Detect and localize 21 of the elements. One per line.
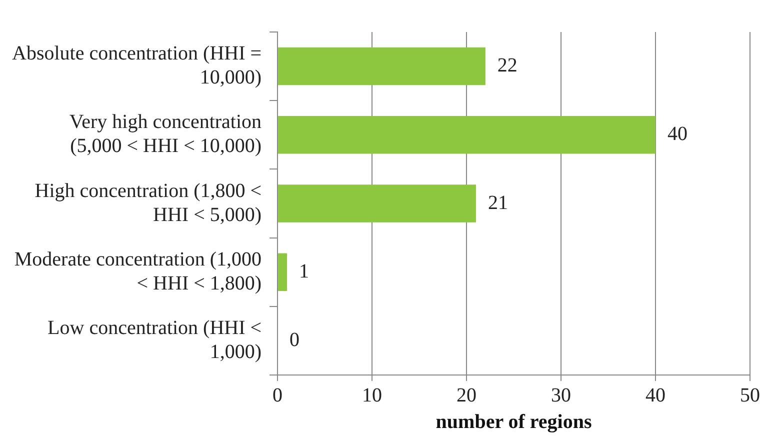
- bar: [278, 253, 287, 291]
- x-tick-label: 40: [646, 384, 666, 406]
- x-tick-label: 50: [740, 384, 760, 406]
- bar: [278, 184, 476, 222]
- data-label: 21: [488, 192, 508, 214]
- x-tick-label: 30: [551, 384, 572, 406]
- x-tick-label: 10: [362, 384, 382, 406]
- bar: [278, 47, 486, 86]
- y-tick-label: Absolute concentration (HHI = 10,000): [12, 42, 262, 89]
- x-tick-label: 20: [456, 384, 477, 406]
- y-tick-label: Moderate concentration (1,000 < HHI < 1,800): [14, 248, 262, 294]
- bar: [278, 116, 656, 154]
- x-axis-title: number of regions: [436, 411, 592, 434]
- y-tick-label: High concentration (1,800 < HHI < 5,000): [34, 180, 262, 226]
- data-label: 40: [668, 123, 688, 146]
- x-tick-label: 0: [272, 384, 283, 406]
- y-tick-label: Very high concentration (5,000 < HHI < 10,000): [69, 111, 262, 158]
- data-label: 1: [298, 260, 309, 282]
- y-tick-label: Low concentration (HHI < 1,000): [48, 316, 262, 363]
- data-label: 22: [497, 54, 518, 77]
- data-label: 0: [290, 328, 300, 351]
